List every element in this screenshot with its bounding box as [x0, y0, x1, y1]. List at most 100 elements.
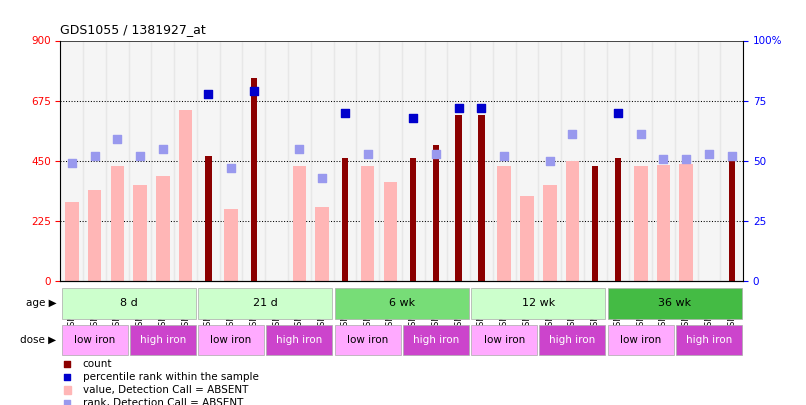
Point — [60, 361, 73, 367]
Point — [339, 110, 351, 116]
Point — [452, 105, 465, 111]
Text: value, Detection Call = ABSENT: value, Detection Call = ABSENT — [83, 385, 248, 395]
Point — [247, 88, 260, 94]
Bar — [356, 40, 379, 281]
Bar — [65, 202, 79, 281]
Text: high iron: high iron — [413, 335, 459, 345]
Bar — [615, 158, 621, 281]
FancyBboxPatch shape — [334, 324, 401, 355]
Bar — [478, 115, 484, 281]
Point — [430, 151, 442, 157]
Bar — [311, 40, 334, 281]
Bar — [384, 182, 397, 281]
Bar — [584, 40, 607, 281]
Bar — [83, 40, 106, 281]
Bar — [220, 40, 243, 281]
Text: percentile rank within the sample: percentile rank within the sample — [83, 372, 259, 382]
Bar — [698, 40, 721, 281]
Bar — [293, 166, 306, 281]
Text: high iron: high iron — [686, 335, 732, 345]
Point — [407, 114, 420, 121]
Bar — [342, 158, 348, 281]
Point — [65, 160, 78, 166]
Bar — [561, 40, 584, 281]
Bar — [88, 190, 102, 281]
Bar — [64, 386, 71, 394]
FancyBboxPatch shape — [608, 288, 742, 319]
Bar — [470, 40, 492, 281]
Point — [543, 158, 556, 164]
Text: 6 wk: 6 wk — [388, 298, 415, 308]
Point — [156, 146, 169, 152]
Bar — [520, 196, 534, 281]
Bar — [447, 40, 470, 281]
Text: 12 wk: 12 wk — [521, 298, 555, 308]
FancyBboxPatch shape — [676, 324, 742, 355]
Bar — [206, 156, 211, 281]
Bar — [243, 40, 265, 281]
Bar — [538, 40, 561, 281]
FancyBboxPatch shape — [608, 324, 674, 355]
Bar — [455, 115, 462, 281]
FancyBboxPatch shape — [267, 324, 332, 355]
Bar — [133, 185, 147, 281]
Bar — [433, 145, 439, 281]
FancyBboxPatch shape — [472, 288, 605, 319]
Bar — [334, 40, 356, 281]
FancyBboxPatch shape — [403, 324, 469, 355]
Point — [612, 110, 625, 116]
Point — [725, 153, 738, 160]
Point — [475, 105, 488, 111]
Bar — [592, 166, 598, 281]
Text: high iron: high iron — [139, 335, 186, 345]
Text: low iron: low iron — [484, 335, 525, 345]
FancyBboxPatch shape — [539, 324, 605, 355]
Point — [60, 400, 73, 405]
FancyBboxPatch shape — [472, 324, 537, 355]
Bar — [265, 40, 288, 281]
Point — [134, 153, 147, 160]
Bar — [156, 176, 170, 281]
Bar — [60, 40, 83, 281]
Text: count: count — [83, 359, 112, 369]
Bar — [729, 158, 735, 281]
Point — [679, 156, 692, 162]
Bar — [607, 40, 629, 281]
Text: low iron: low iron — [620, 335, 662, 345]
Bar — [288, 40, 311, 281]
Bar — [657, 165, 671, 281]
Bar — [361, 166, 375, 281]
Text: GDS1055 / 1381927_at: GDS1055 / 1381927_at — [60, 23, 206, 36]
Text: low iron: low iron — [74, 335, 115, 345]
Bar — [516, 40, 538, 281]
Point — [634, 131, 647, 138]
Bar — [721, 40, 743, 281]
Text: low iron: low iron — [347, 335, 388, 345]
FancyBboxPatch shape — [61, 324, 127, 355]
Bar — [410, 158, 417, 281]
FancyBboxPatch shape — [334, 288, 469, 319]
Bar — [197, 40, 220, 281]
Bar — [425, 40, 447, 281]
Bar — [129, 40, 152, 281]
Text: dose ▶: dose ▶ — [20, 335, 56, 345]
Bar — [251, 78, 257, 281]
Bar — [379, 40, 401, 281]
Bar — [179, 110, 193, 281]
Point — [361, 151, 374, 157]
Point — [566, 131, 579, 138]
Text: 21 d: 21 d — [253, 298, 277, 308]
Text: 8 d: 8 d — [120, 298, 138, 308]
Text: 36 wk: 36 wk — [659, 298, 692, 308]
Bar — [543, 185, 556, 281]
Point — [225, 165, 238, 171]
Point — [657, 156, 670, 162]
Bar — [497, 166, 511, 281]
Bar — [110, 166, 124, 281]
Bar — [679, 164, 693, 281]
FancyBboxPatch shape — [61, 288, 196, 319]
Point — [316, 175, 329, 181]
Text: rank, Detection Call = ABSENT: rank, Detection Call = ABSENT — [83, 398, 243, 405]
Bar — [152, 40, 174, 281]
Point — [703, 151, 716, 157]
